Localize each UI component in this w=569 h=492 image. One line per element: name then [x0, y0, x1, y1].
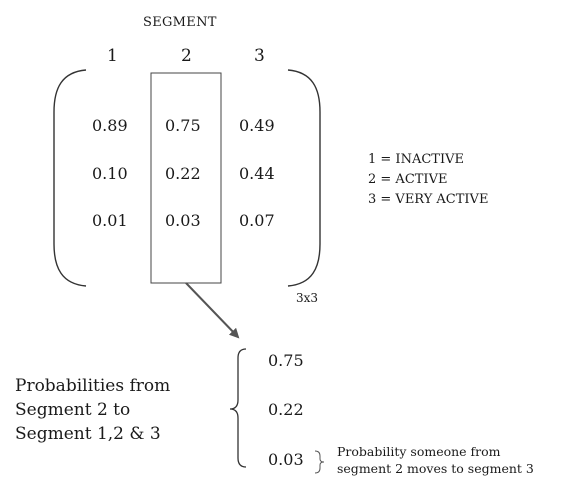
- note-line: Probability someone from: [337, 444, 501, 459]
- legend-item-2: 2 = ACTIVE: [368, 172, 448, 187]
- matrix-dimension-label: 3x3: [296, 291, 319, 305]
- matrix-cell: 0.22: [165, 164, 201, 183]
- caption-line: Probabilities from: [15, 376, 171, 396]
- matrix-cell: 0.89: [92, 116, 128, 135]
- matrix-cell: 0.01: [92, 211, 128, 230]
- matrix-left-bracket: [53, 69, 87, 287]
- matrix-cell: 0.10: [92, 164, 128, 183]
- matrix-right-bracket: [287, 69, 321, 287]
- matrix-cell: 0.03: [165, 211, 201, 230]
- matrix-cell: 0.07: [239, 211, 275, 230]
- legend-item-1: 1 = INACTIVE: [368, 152, 464, 167]
- column-label-3: 3: [254, 46, 265, 66]
- vector-value: 0.75: [268, 351, 304, 370]
- caption-line: Segment 1,2 & 3: [15, 424, 161, 444]
- matrix-cell: 0.44: [239, 164, 275, 183]
- column-label-1: 1: [107, 46, 118, 66]
- column-to-vector-arrow: [185, 282, 240, 339]
- matrix-cell: 0.75: [165, 116, 201, 135]
- column-label-2: 2: [181, 46, 192, 66]
- note-small-brace: [314, 450, 325, 474]
- caption-line: Segment 2 to: [15, 400, 131, 420]
- note-line: segment 2 moves to segment 3: [337, 461, 534, 476]
- vector-caption: Probabilities from Segment 2 to Segment …: [15, 374, 215, 446]
- segment-header: SEGMENT: [143, 15, 217, 30]
- matrix-cell: 0.49: [239, 116, 275, 135]
- vector-curly-brace: [229, 348, 247, 468]
- transition-note: Probability someone from segment 2 moves…: [337, 443, 567, 477]
- vector-value: 0.22: [268, 400, 304, 419]
- legend-item-3: 3 = VERY ACTIVE: [368, 192, 489, 207]
- vector-value: 0.03: [268, 450, 304, 469]
